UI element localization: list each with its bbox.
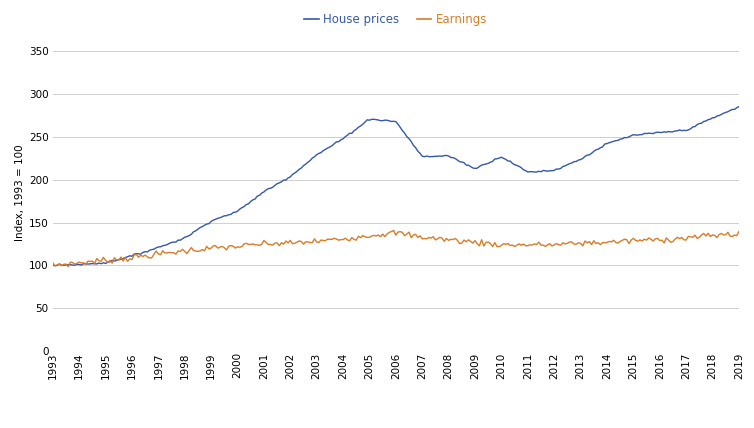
Legend: House prices, Earnings: House prices, Earnings [299, 9, 492, 31]
House prices [48, 263, 57, 268]
House prices [70, 262, 79, 268]
Y-axis label: Index, 1993 = 100: Index, 1993 = 100 [14, 144, 25, 241]
Earnings [691, 232, 700, 238]
Earnings [70, 262, 79, 267]
House prices [268, 185, 277, 190]
Earnings [734, 229, 743, 234]
Line: Earnings: Earnings [53, 230, 739, 267]
House prices [51, 263, 60, 268]
House prices [688, 125, 697, 130]
Earnings [389, 228, 398, 233]
House prices [532, 169, 541, 175]
Earnings [535, 240, 544, 245]
Earnings [591, 241, 600, 246]
Earnings [235, 245, 244, 250]
Line: House prices: House prices [53, 107, 739, 266]
House prices [235, 207, 244, 212]
House prices [590, 149, 599, 154]
Earnings [63, 264, 72, 269]
House prices [734, 104, 743, 109]
Earnings [268, 242, 277, 247]
Earnings [48, 260, 57, 265]
